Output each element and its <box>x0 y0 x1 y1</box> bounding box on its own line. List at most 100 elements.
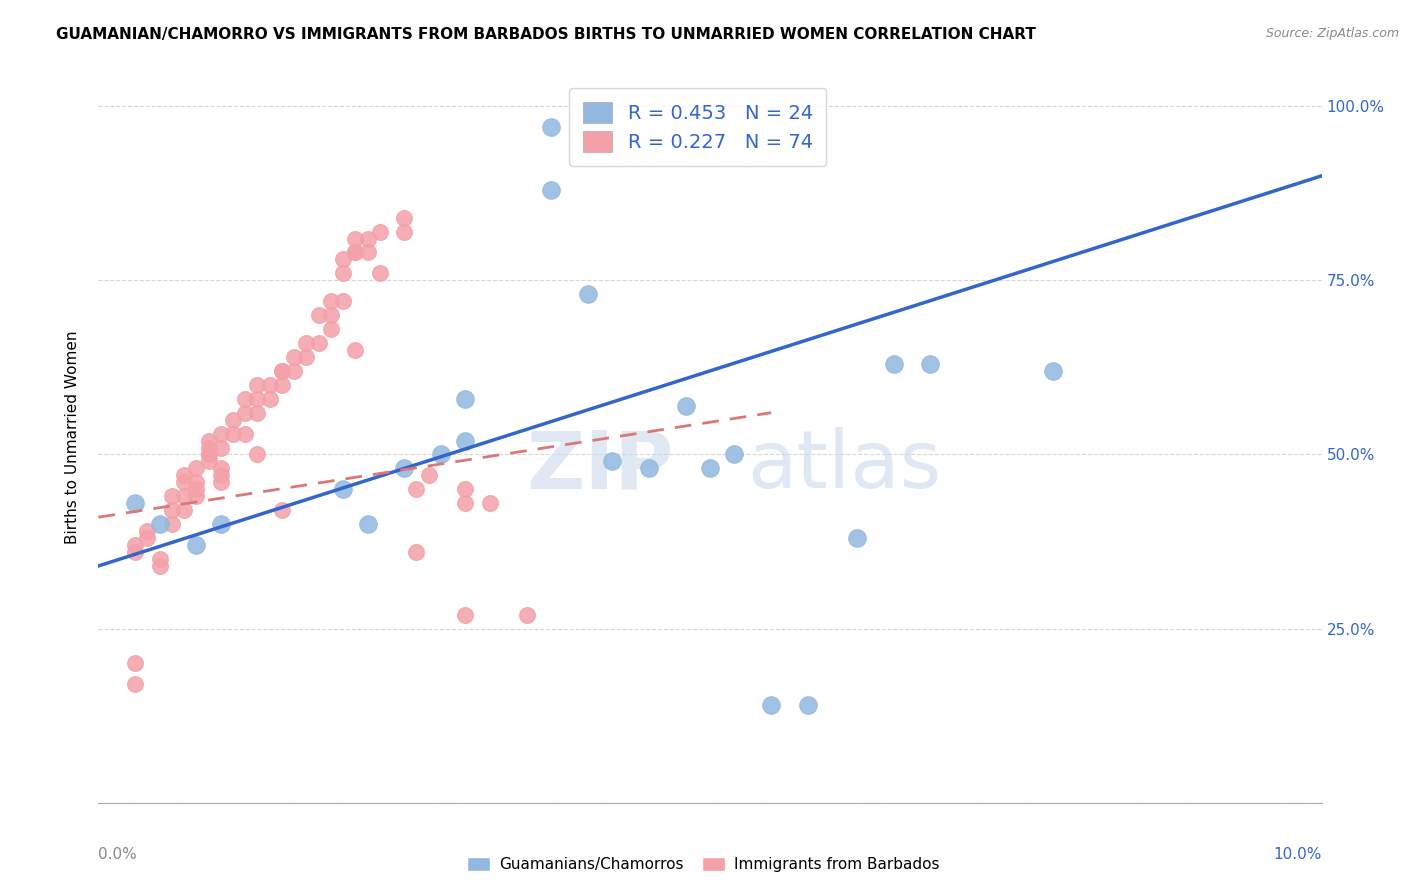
Point <box>197 434 219 448</box>
Point <box>136 531 159 545</box>
Point <box>209 441 232 455</box>
Point <box>197 448 219 462</box>
Text: ZIP: ZIP <box>526 427 673 506</box>
Point <box>368 225 391 239</box>
Point <box>454 607 477 622</box>
Point <box>209 475 232 490</box>
Point <box>259 392 281 406</box>
Point <box>222 426 245 441</box>
Point <box>332 266 354 280</box>
Point <box>356 245 378 260</box>
Point <box>124 545 146 559</box>
Point <box>478 496 501 510</box>
Point <box>233 392 256 406</box>
Point <box>124 657 146 671</box>
Point <box>186 483 208 497</box>
Point <box>308 336 330 351</box>
Point <box>295 350 318 364</box>
Point <box>332 483 354 497</box>
Point <box>600 454 623 468</box>
Point <box>392 225 416 239</box>
Point <box>344 245 367 260</box>
Point <box>759 698 782 713</box>
Point <box>173 475 195 490</box>
Point <box>209 426 232 441</box>
Y-axis label: Births to Unmarried Women: Births to Unmarried Women <box>65 330 80 544</box>
Point <box>723 448 745 462</box>
Point <box>270 503 292 517</box>
Point <box>186 475 208 490</box>
Point <box>160 489 183 503</box>
Point <box>392 211 416 225</box>
Text: Source: ZipAtlas.com: Source: ZipAtlas.com <box>1265 27 1399 40</box>
Point <box>233 406 256 420</box>
Point <box>295 336 318 351</box>
Point <box>149 517 172 532</box>
Point <box>283 350 305 364</box>
Point <box>173 489 195 503</box>
Point <box>454 392 477 406</box>
Text: GUAMANIAN/CHAMORRO VS IMMIGRANTS FROM BARBADOS BIRTHS TO UNMARRIED WOMEN CORRELA: GUAMANIAN/CHAMORRO VS IMMIGRANTS FROM BA… <box>56 27 1036 42</box>
Legend: Guamanians/Chamorros, Immigrants from Barbados: Guamanians/Chamorros, Immigrants from Ba… <box>460 849 946 880</box>
Text: atlas: atlas <box>747 427 941 506</box>
Point <box>920 357 942 371</box>
Point <box>209 461 232 475</box>
Point <box>405 483 427 497</box>
Point <box>797 698 820 713</box>
Point <box>197 448 219 462</box>
Point <box>356 517 378 532</box>
Point <box>540 120 562 134</box>
Point <box>270 377 292 392</box>
Point <box>319 322 342 336</box>
Point <box>344 231 367 245</box>
Point <box>454 483 477 497</box>
Point <box>454 496 477 510</box>
Point <box>246 406 269 420</box>
Point <box>675 399 697 413</box>
Point <box>637 461 661 475</box>
Point <box>430 448 453 462</box>
Point <box>344 343 367 357</box>
Point <box>246 392 269 406</box>
Point <box>270 364 292 378</box>
Point <box>246 448 269 462</box>
Point <box>149 552 172 566</box>
Point <box>319 294 342 309</box>
Point <box>186 461 208 475</box>
Point <box>454 434 477 448</box>
Point <box>405 545 427 559</box>
Point <box>270 364 292 378</box>
Point <box>699 461 721 475</box>
Point <box>1042 364 1064 378</box>
Point <box>233 426 256 441</box>
Point <box>209 517 232 532</box>
Point <box>173 503 195 517</box>
Point <box>283 364 305 378</box>
Point <box>173 468 195 483</box>
Point <box>136 524 159 538</box>
Point <box>344 245 367 260</box>
Point <box>576 287 599 301</box>
Point <box>124 677 146 691</box>
Point <box>418 468 440 483</box>
Point <box>149 558 172 573</box>
Point <box>160 517 183 532</box>
Point <box>246 377 269 392</box>
Point <box>308 308 330 322</box>
Point <box>368 266 391 280</box>
Text: 10.0%: 10.0% <box>1274 847 1322 862</box>
Text: 0.0%: 0.0% <box>98 847 138 862</box>
Point <box>883 357 905 371</box>
Point <box>392 461 416 475</box>
Point <box>124 496 146 510</box>
Point <box>124 538 146 552</box>
Point <box>845 531 868 545</box>
Point <box>516 607 538 622</box>
Point <box>319 308 342 322</box>
Point <box>197 454 219 468</box>
Point <box>332 294 354 309</box>
Point <box>186 538 208 552</box>
Point <box>540 183 562 197</box>
Point <box>160 503 183 517</box>
Point <box>209 468 232 483</box>
